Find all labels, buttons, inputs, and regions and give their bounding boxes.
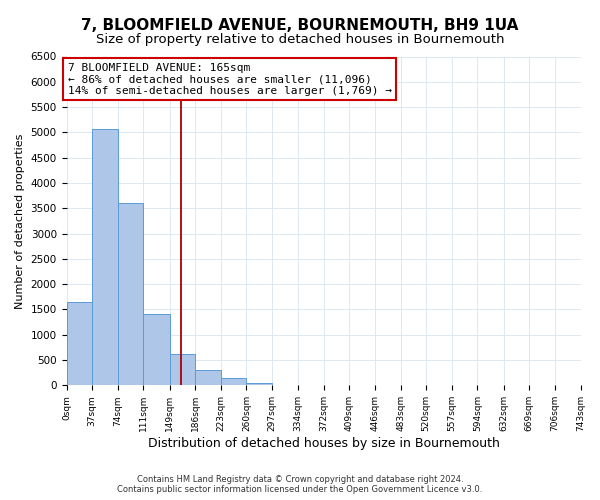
Bar [170, 354, 195, 386]
Bar [247, 382, 272, 386]
Bar [221, 378, 247, 386]
Bar [67, 302, 92, 386]
Bar [92, 128, 118, 386]
Bar [118, 203, 143, 386]
Text: Size of property relative to detached houses in Bournemouth: Size of property relative to detached ho… [96, 32, 504, 46]
Text: 7, BLOOMFIELD AVENUE, BOURNEMOUTH, BH9 1UA: 7, BLOOMFIELD AVENUE, BOURNEMOUTH, BH9 1… [82, 18, 518, 32]
Bar [195, 370, 221, 386]
Text: Contains HM Land Registry data © Crown copyright and database right 2024.
Contai: Contains HM Land Registry data © Crown c… [118, 474, 482, 494]
Y-axis label: Number of detached properties: Number of detached properties [15, 133, 25, 308]
X-axis label: Distribution of detached houses by size in Bournemouth: Distribution of detached houses by size … [148, 437, 499, 450]
Bar [143, 314, 170, 386]
Text: 7 BLOOMFIELD AVENUE: 165sqm
← 86% of detached houses are smaller (11,096)
14% of: 7 BLOOMFIELD AVENUE: 165sqm ← 86% of det… [68, 62, 392, 96]
